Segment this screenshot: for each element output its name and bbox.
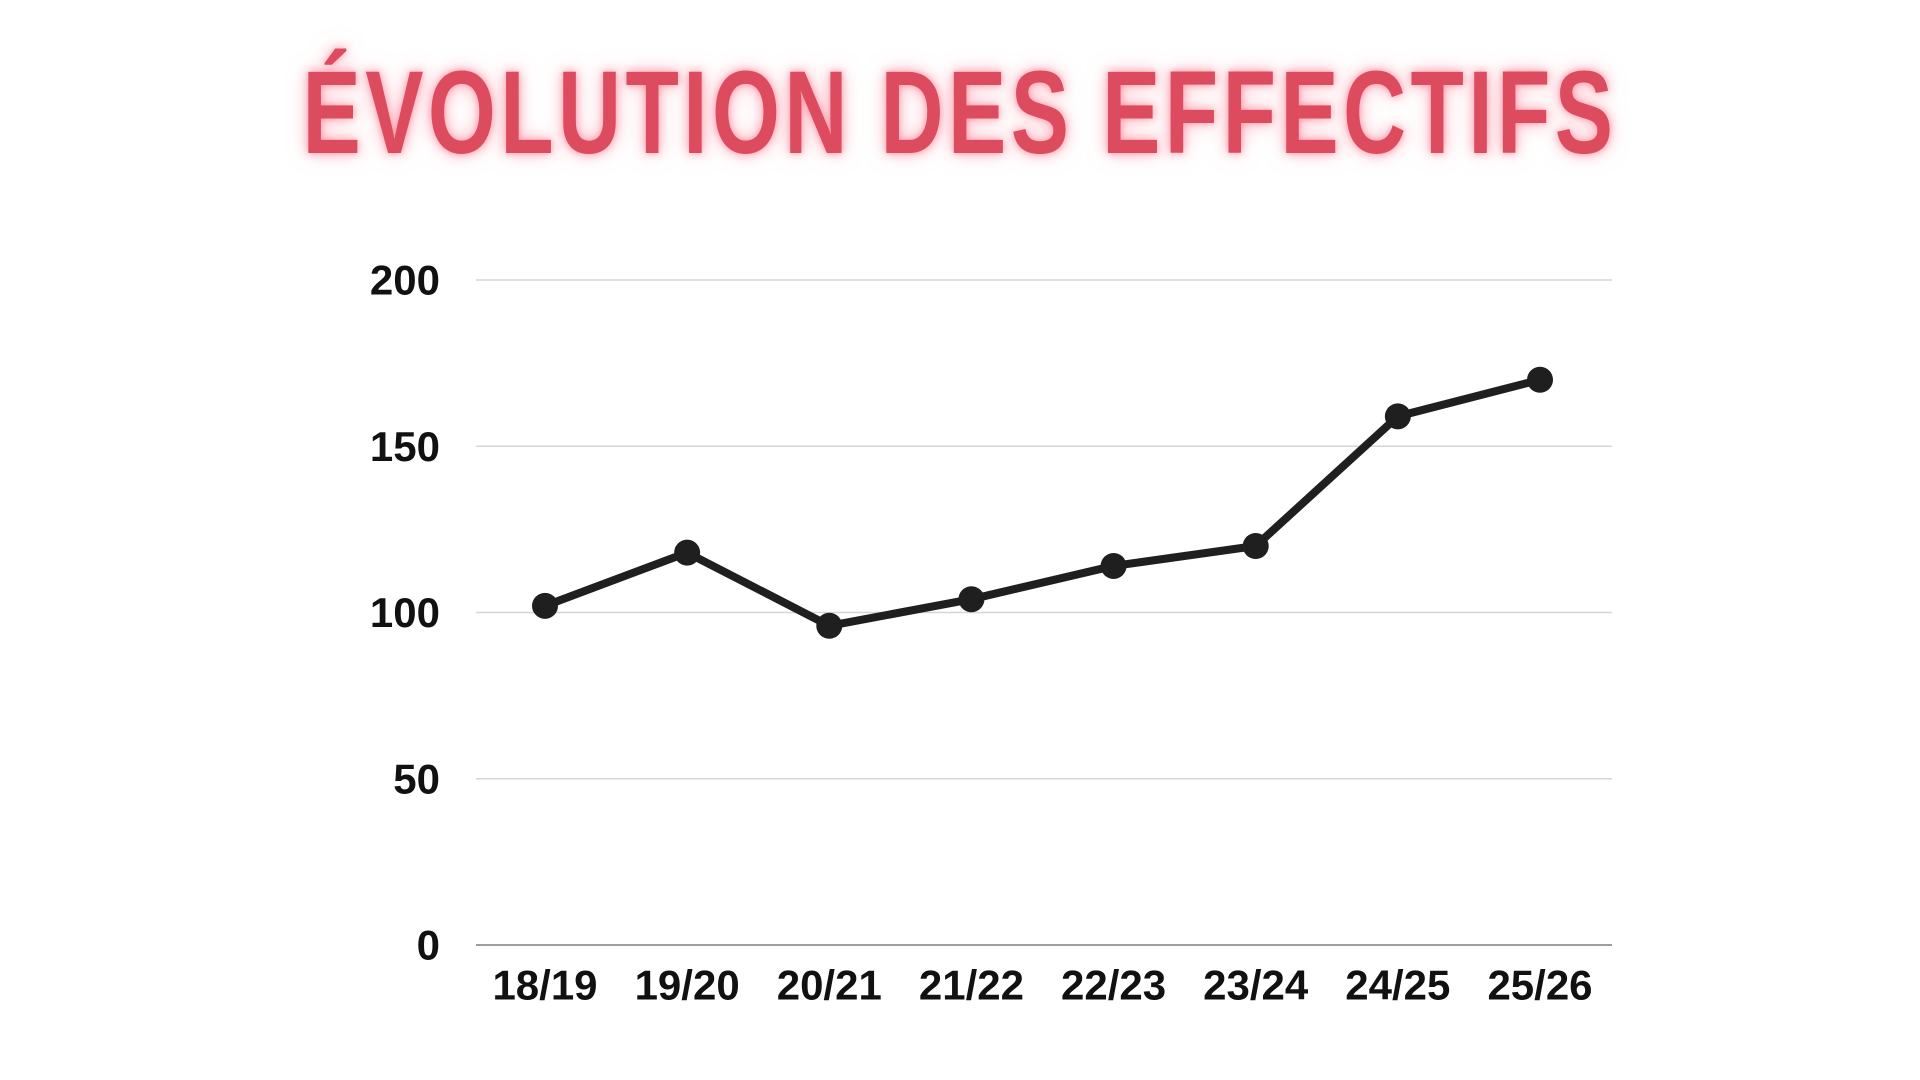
data-point — [1527, 366, 1553, 393]
x-tick-label: 19/20 — [635, 962, 740, 1009]
y-tick-label: 150 — [370, 423, 440, 470]
y-tick-label: 50 — [393, 755, 440, 802]
chart-title: ÉVOLUTION DES EFFECTIFS — [302, 47, 1618, 179]
series-line — [541, 375, 1544, 630]
data-point — [1242, 533, 1269, 559]
y-tick-label: 0 — [417, 922, 440, 969]
y-axis-tick-labels: 0 50 100 150 200 — [370, 257, 440, 969]
x-tick-label: 18/19 — [492, 962, 597, 1009]
gridlines — [476, 279, 1612, 946]
x-tick-label: 25/26 — [1487, 962, 1592, 1009]
x-tick-label: 20/21 — [777, 962, 882, 1009]
x-axis-tick-labels: 18/19 19/20 20/21 21/22 22/23 23/24 24/25 25/26 — [492, 962, 1592, 1009]
y-tick-label: 100 — [370, 589, 440, 636]
data-point — [816, 612, 843, 639]
data-point — [958, 586, 985, 613]
x-tick-label: 22/23 — [1061, 962, 1166, 1009]
data-series — [532, 366, 1553, 639]
data-point — [532, 592, 558, 619]
data-point — [674, 539, 701, 566]
x-tick-label: 23/24 — [1203, 962, 1309, 1009]
x-tick-label: 21/22 — [919, 962, 1024, 1009]
data-point — [1100, 552, 1127, 579]
x-tick-label: 24/25 — [1345, 962, 1450, 1009]
data-point — [1384, 403, 1411, 430]
y-tick-label: 200 — [370, 257, 440, 304]
